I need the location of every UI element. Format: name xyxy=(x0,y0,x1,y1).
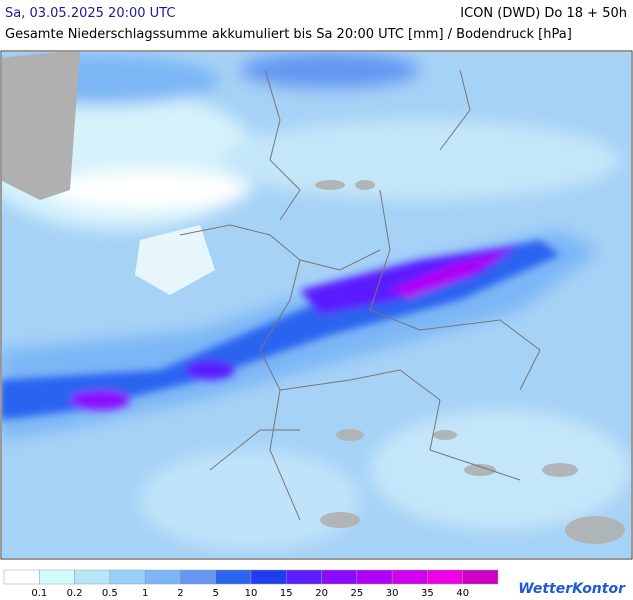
map-field xyxy=(2,52,631,558)
legend-label: 25 xyxy=(350,588,363,599)
legend-label: 0.1 xyxy=(31,588,47,599)
legend-swatch xyxy=(144,569,181,585)
legend-label: 20 xyxy=(315,588,328,599)
legend-label: 0.2 xyxy=(67,588,83,599)
legend-swatch xyxy=(109,569,146,585)
legend-label: 40 xyxy=(456,588,469,599)
legend-label: 2 xyxy=(177,588,183,599)
legend-swatch xyxy=(39,569,75,585)
legend-swatch xyxy=(180,569,216,585)
legend-swatch xyxy=(3,569,40,585)
map xyxy=(0,50,633,560)
legend-swatch xyxy=(215,569,252,585)
logo: WetterKontor xyxy=(518,581,625,597)
legend-swatch xyxy=(427,569,463,585)
legend-label: 5 xyxy=(213,588,219,599)
legend-swatch xyxy=(462,569,499,585)
legend-swatch xyxy=(74,569,111,585)
legend: 0.1 0.2 0.5 1 2 5 10 15 20 25 30 35 40 xyxy=(3,569,499,599)
legend-label: 35 xyxy=(421,588,434,599)
legend-swatch xyxy=(286,569,322,585)
legend-label: 0.5 xyxy=(102,588,118,599)
legend-swatch xyxy=(356,569,393,585)
legend-label: 30 xyxy=(386,588,399,599)
legend-swatch xyxy=(391,569,428,585)
legend-label: 15 xyxy=(280,588,293,599)
subtitle: Gesamte Niederschlagssumme akkumuliert b… xyxy=(5,27,572,42)
legend-label: 1 xyxy=(142,588,148,599)
model: ICON (DWD) Do 18 + 50h xyxy=(460,6,627,21)
legend-label: 10 xyxy=(245,588,258,599)
date: Sa, 03.05.2025 20:00 UTC xyxy=(5,6,176,21)
legend-swatch xyxy=(321,569,358,585)
legend-swatch xyxy=(250,569,287,585)
